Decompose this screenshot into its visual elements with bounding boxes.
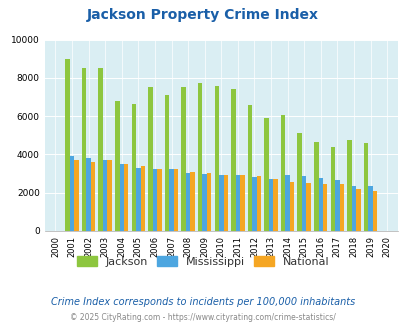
Bar [230, 89, 235, 231]
Bar [264, 118, 268, 231]
Bar [91, 162, 95, 231]
Bar [372, 191, 376, 231]
Bar [301, 177, 306, 231]
Bar [164, 95, 169, 231]
Bar [289, 182, 294, 231]
Bar [157, 169, 161, 231]
Bar [70, 156, 74, 231]
Bar [318, 178, 322, 231]
Bar [297, 133, 301, 231]
Bar [280, 115, 285, 231]
Bar [235, 175, 239, 231]
Bar [169, 169, 173, 231]
Bar [330, 147, 334, 231]
Bar [198, 83, 202, 231]
Bar [107, 160, 112, 231]
Bar [173, 169, 178, 231]
Bar [239, 175, 244, 231]
Bar [367, 186, 372, 231]
Bar [190, 172, 194, 231]
Bar [124, 164, 128, 231]
Bar [152, 169, 157, 231]
Bar [86, 158, 91, 231]
Bar [148, 87, 152, 231]
Bar [355, 189, 360, 231]
Bar [65, 59, 70, 231]
Bar [256, 177, 260, 231]
Bar [136, 168, 140, 231]
Bar [214, 85, 218, 231]
Bar [185, 173, 190, 231]
Bar [247, 105, 252, 231]
Bar [322, 184, 327, 231]
Bar [98, 68, 103, 231]
Bar [268, 179, 273, 231]
Bar [207, 173, 211, 231]
Bar [140, 166, 145, 231]
Bar [339, 184, 343, 231]
Bar [346, 140, 351, 231]
Bar [363, 143, 367, 231]
Bar [181, 87, 185, 231]
Bar [285, 176, 289, 231]
Bar [103, 160, 107, 231]
Bar [131, 104, 136, 231]
Bar [74, 160, 79, 231]
Bar [351, 186, 355, 231]
Bar [313, 142, 318, 231]
Bar [119, 164, 124, 231]
Text: Crime Index corresponds to incidents per 100,000 inhabitants: Crime Index corresponds to incidents per… [51, 297, 354, 307]
Legend: Jackson, Mississippi, National: Jackson, Mississippi, National [77, 256, 328, 267]
Bar [82, 68, 86, 231]
Text: © 2025 CityRating.com - https://www.cityrating.com/crime-statistics/: © 2025 CityRating.com - https://www.city… [70, 313, 335, 322]
Bar [334, 180, 339, 231]
Bar [218, 175, 223, 231]
Bar [252, 178, 256, 231]
Text: Jackson Property Crime Index: Jackson Property Crime Index [87, 8, 318, 22]
Bar [306, 183, 310, 231]
Bar [202, 174, 207, 231]
Bar [115, 101, 119, 231]
Bar [273, 179, 277, 231]
Bar [223, 175, 228, 231]
